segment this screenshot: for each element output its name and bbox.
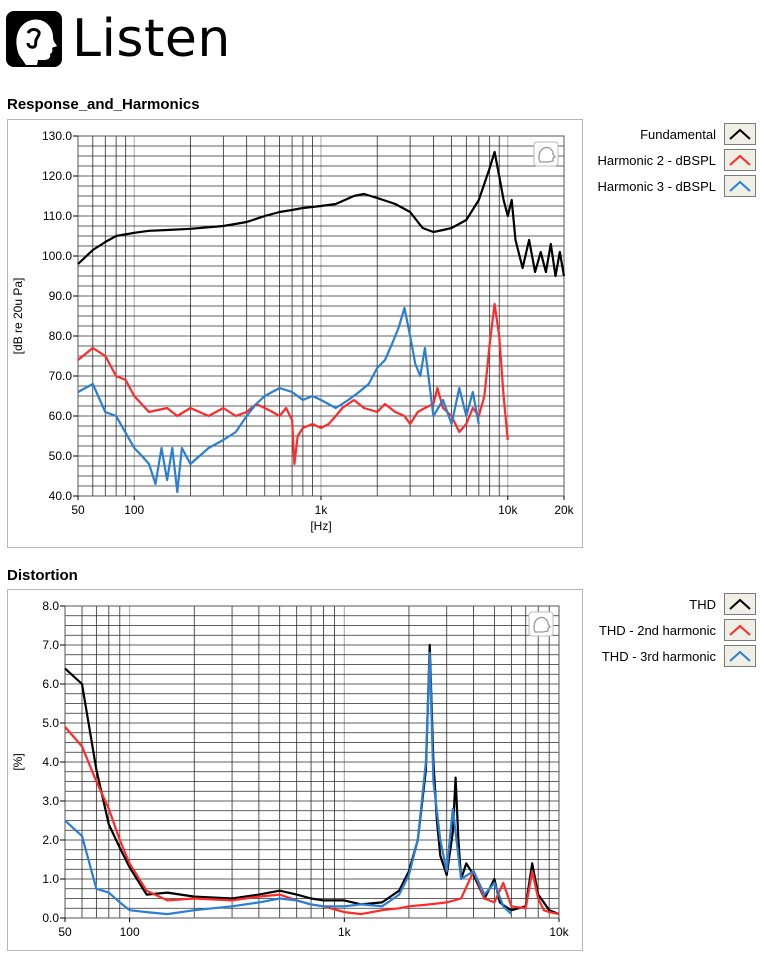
y-tick-label: 90.0 (49, 289, 73, 303)
listen-head-logo-icon (6, 11, 62, 67)
distortion-section-title: Distortion (7, 567, 78, 584)
y-tick-label: 0.0 (42, 911, 59, 925)
legend-swatch-black-icon (724, 593, 756, 615)
legend-swatch-blue-icon (724, 175, 756, 197)
response-harmonics-chart: 40.0 50.0 60.0 70.0 80.0 90.0 100.0 110.0 120.0 1… (11, 129, 575, 533)
series-line-1 (64, 726, 560, 916)
x-tick-label: 1k (338, 925, 352, 939)
series-line-1 (77, 302, 509, 466)
y-tick-label: 1.0 (42, 872, 59, 886)
distortion-plot-frame: 0.0 1.0 2.0 3.0 4.0 5.0 6.0 7.0 8.0 50 100 1k 10k [%] (7, 589, 583, 951)
response-legend: Fundamental Harmonic 2 - dBSPL Harmonic … (584, 121, 756, 199)
legend-label: Harmonic 2 - dBSPL (597, 152, 717, 168)
legend-item-harmonic-3[interactable]: Harmonic 3 - dBSPL (584, 173, 756, 199)
legend-item-harmonic-2[interactable]: Harmonic 2 - dBSPL (584, 147, 756, 173)
series-line-2 (64, 651, 513, 916)
legend-label: THD - 3rd harmonic (601, 648, 716, 664)
y-tick-label: 7.0 (42, 638, 59, 652)
y-tick-label: 2.0 (42, 833, 59, 847)
legend-swatch-blue-icon (724, 645, 756, 667)
y-tick-label: 8.0 (42, 599, 59, 613)
y-tick-label: 100.0 (42, 249, 72, 263)
x-tick-label: 10k (498, 503, 518, 517)
distortion-chart: 0.0 1.0 2.0 3.0 4.0 5.0 6.0 7.0 8.0 50 100 1k 10k [%] (11, 599, 570, 939)
brand-name: Listen (72, 9, 231, 69)
x-tick-label: 100 (120, 925, 140, 939)
y-tick-label: 60.0 (49, 409, 73, 423)
legend-swatch-red-icon (724, 619, 756, 641)
y-tick-label: 70.0 (49, 369, 73, 383)
response-plot-frame: 40.0 50.0 60.0 70.0 80.0 90.0 100.0 110.0 120.0 1… (7, 119, 583, 548)
x-tick-label: 100 (124, 503, 144, 517)
legend-label: THD - 2nd harmonic (598, 622, 716, 638)
y-tick-label: 120.0 (42, 169, 72, 183)
series-line-0 (77, 150, 566, 278)
legend-item-fundamental[interactable]: Fundamental (584, 121, 756, 147)
x-tick-label: 1k (315, 503, 329, 517)
x-axis-label: [Hz] (310, 519, 331, 533)
legend-item-thd[interactable]: THD (580, 591, 756, 617)
response-section-title: Response_and_Harmonics (7, 96, 200, 113)
plot-head-badge-icon (533, 141, 559, 167)
plot-head-badge-icon (528, 611, 554, 637)
y-tick-label: 50.0 (49, 449, 73, 463)
badge-head (533, 616, 551, 633)
y-tick-label: 130.0 (42, 129, 72, 143)
legend-swatch-black-icon (724, 123, 756, 145)
legend-label: Fundamental (640, 126, 716, 142)
series-line-0 (64, 643, 560, 916)
y-tick-label: 80.0 (49, 329, 73, 343)
y-axis-label: [dB re 20u Pa] (11, 278, 25, 355)
distortion-legend: THD THD - 2nd harmonic THD - 3rd harmoni… (580, 591, 756, 669)
x-tick-label: 10k (549, 925, 569, 939)
legend-item-thd-2nd[interactable]: THD - 2nd harmonic (580, 617, 756, 643)
y-tick-label: 5.0 (42, 716, 59, 730)
legend-label: THD (689, 596, 716, 612)
y-tick-label: 110.0 (43, 209, 72, 223)
legend-item-thd-3rd[interactable]: THD - 3rd harmonic (580, 643, 756, 669)
y-tick-label: 6.0 (42, 677, 59, 691)
legend-swatch-red-icon (724, 149, 756, 171)
x-tick-label: 50 (58, 925, 72, 939)
x-tick-label: 20k (554, 503, 574, 517)
series-line-2 (77, 306, 480, 494)
badge-head (538, 146, 556, 163)
x-tick-label: 50 (71, 503, 85, 517)
legend-label: Harmonic 3 - dBSPL (597, 178, 717, 194)
y-tick-label: 40.0 (49, 489, 73, 503)
y-axis-label: [%] (11, 753, 25, 770)
brand-logo: Listen (6, 8, 231, 70)
y-tick-label: 4.0 (42, 755, 59, 769)
y-tick-label: 3.0 (42, 794, 59, 808)
